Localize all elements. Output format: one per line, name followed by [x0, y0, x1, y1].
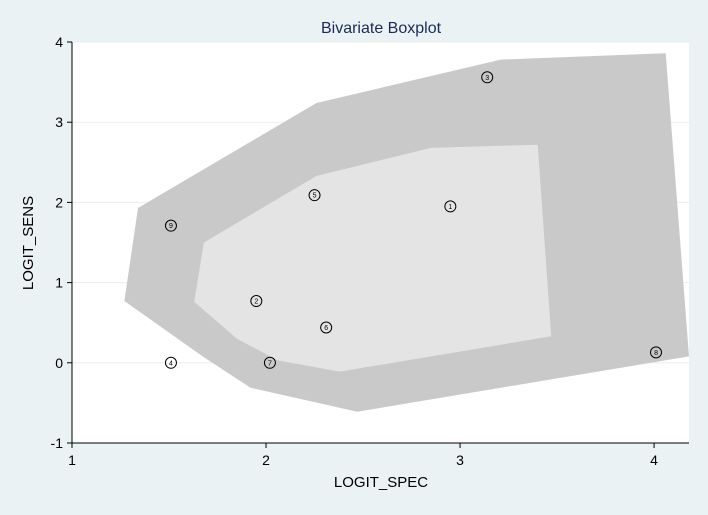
data-point-9: 9: [164, 219, 177, 232]
data-point-label: 6: [324, 325, 328, 332]
x-tick-label-0: 1: [68, 452, 76, 468]
y-tick-label-0: -1: [51, 435, 64, 451]
y-tick-label-2: 1: [55, 275, 63, 291]
data-point-marker: [650, 346, 663, 359]
y-axis-title: LOGIT_SENS: [20, 196, 37, 290]
data-point-5: 5: [308, 189, 321, 202]
data-point-label: 9: [169, 223, 173, 230]
data-point-label: 5: [313, 193, 317, 200]
data-point-7: 7: [263, 356, 276, 369]
y-tick-label-4: 3: [55, 114, 63, 130]
data-point-label: 3: [485, 75, 489, 82]
chart-title: Bivariate Boxplot: [321, 20, 442, 37]
data-point-marker: [263, 356, 276, 369]
data-point-8: 8: [650, 346, 663, 359]
data-point-label: 7: [268, 360, 272, 367]
data-point-marker: [308, 189, 321, 202]
x-tick-label-3: 4: [650, 452, 658, 468]
data-point-6: 6: [320, 321, 333, 334]
data-point-marker: [250, 295, 263, 308]
data-point-1: 1: [444, 200, 457, 213]
data-point-marker: [320, 321, 333, 334]
x-axis-title: LOGIT_SPEC: [334, 474, 428, 491]
hinge-region: [194, 144, 552, 372]
x-tick-label-2: 3: [456, 452, 464, 468]
data-point-4: 4: [164, 356, 177, 369]
axes: -1 0 1 2 3 4 1 2 3 4: [51, 34, 689, 468]
data-point-marker: [164, 356, 177, 369]
data-point-label: 1: [448, 204, 452, 211]
y-tick-label-1: 0: [55, 355, 63, 371]
data-point-marker: [481, 71, 494, 84]
data-point-marker: [444, 200, 457, 213]
data-point-label: 4: [169, 360, 173, 367]
data-point-label: 8: [654, 350, 658, 357]
data-point-2: 2: [250, 295, 263, 308]
y-tick-label-5: 4: [55, 34, 63, 50]
x-tick-label-1: 2: [262, 452, 270, 468]
data-point-3: 3: [481, 71, 494, 84]
data-point-label: 2: [254, 299, 258, 306]
data-points: 1 2 3 4 5 6 7 8 9: [164, 71, 663, 369]
boxplot-regions: [124, 53, 689, 412]
data-point-marker: [164, 219, 177, 232]
y-tick-label-3: 2: [55, 194, 63, 210]
